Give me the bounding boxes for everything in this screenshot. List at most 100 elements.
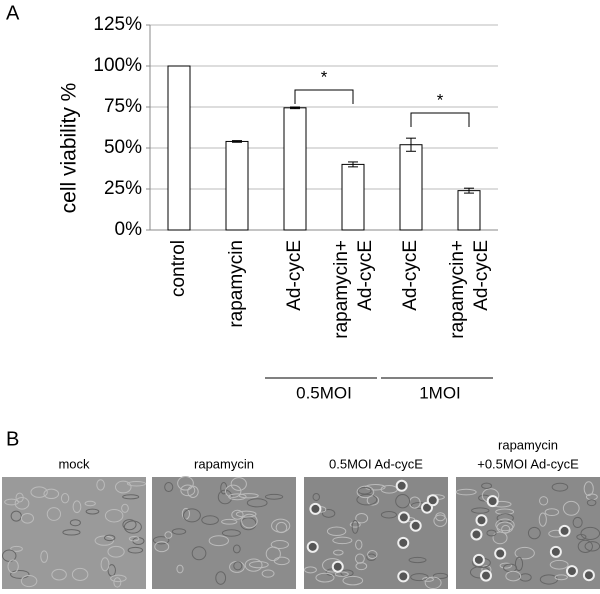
cell	[71, 567, 89, 581]
cell	[110, 574, 127, 583]
round-cell	[395, 479, 408, 492]
y-tick-label: 125%	[93, 14, 142, 35]
cell	[176, 564, 184, 574]
cell	[572, 516, 583, 529]
significance-star: *	[437, 90, 444, 109]
round-cell	[565, 565, 578, 578]
cell	[72, 500, 82, 514]
x-tick-label: Ad-cycE	[400, 240, 421, 311]
bar	[225, 140, 249, 231]
cell	[232, 544, 241, 554]
image-caption: 0.5MOI Ad-cycE	[329, 456, 423, 471]
cell	[433, 514, 448, 527]
image-caption: +0.5MOI Ad-cycE	[477, 456, 579, 471]
cell	[100, 557, 110, 572]
cell	[30, 486, 48, 498]
error-bar	[232, 140, 242, 143]
round-cell	[479, 569, 492, 582]
cell	[342, 575, 364, 586]
error-bar	[406, 137, 416, 152]
cell	[10, 569, 30, 579]
micrograph	[2, 477, 146, 589]
cell	[264, 493, 284, 500]
x-tick-label: control	[168, 240, 189, 297]
cell	[554, 574, 568, 581]
cell	[20, 575, 38, 588]
cell	[410, 573, 429, 582]
panel-label: B	[6, 428, 19, 450]
cell	[221, 529, 241, 537]
round-cell	[558, 524, 571, 537]
cell	[408, 556, 427, 564]
cell	[233, 561, 243, 571]
y-tick-label: 25%	[104, 178, 142, 199]
cell	[230, 477, 247, 491]
cell	[62, 529, 81, 536]
cell	[107, 545, 125, 558]
cell	[355, 539, 363, 550]
cell	[114, 480, 132, 494]
cell	[85, 508, 100, 515]
cell	[84, 500, 96, 507]
cell	[455, 488, 477, 496]
cell	[191, 546, 207, 561]
round-cell	[309, 502, 322, 515]
error-bar	[464, 187, 474, 194]
bar	[399, 144, 423, 231]
round-cell	[582, 569, 595, 582]
cell	[357, 486, 372, 495]
cell	[104, 508, 124, 523]
image-caption: mock	[58, 456, 90, 471]
cell	[181, 507, 191, 520]
cell	[171, 528, 187, 535]
cell	[164, 531, 173, 539]
cell	[60, 493, 70, 504]
cell	[154, 541, 170, 553]
cell	[177, 475, 194, 491]
round-cell	[494, 547, 507, 560]
cell	[326, 526, 347, 537]
cell	[334, 571, 349, 577]
cell	[514, 556, 524, 572]
cell	[241, 513, 258, 529]
cell	[321, 509, 336, 518]
significance-star: *	[321, 67, 328, 86]
round-cell	[470, 528, 483, 541]
bar	[341, 163, 365, 231]
cell	[126, 481, 147, 487]
error-bar	[348, 161, 358, 168]
cell	[562, 500, 580, 516]
cell	[471, 507, 490, 514]
bar	[457, 190, 481, 231]
micrograph	[304, 477, 448, 589]
cell	[122, 519, 137, 531]
cell	[10, 545, 23, 552]
cell	[225, 484, 242, 498]
cell	[519, 573, 532, 582]
round-cell	[472, 553, 485, 566]
cell	[496, 521, 514, 534]
round-cell	[306, 540, 319, 553]
x-tick-label-line: rapamycin+	[447, 240, 468, 339]
round-cell	[486, 495, 499, 508]
round-cell	[331, 560, 344, 573]
cell	[94, 535, 115, 546]
round-cell	[397, 570, 410, 583]
x-tick-label-line: control	[168, 240, 189, 297]
group-label: 1MOI	[419, 383, 461, 402]
cell	[152, 536, 170, 545]
cell	[235, 510, 257, 518]
cell	[164, 482, 174, 493]
cell	[122, 494, 140, 500]
cell	[499, 562, 513, 569]
significance-bracket	[294, 89, 354, 104]
cell	[333, 549, 344, 556]
cell	[356, 494, 378, 506]
cell	[123, 520, 142, 534]
cell	[107, 564, 116, 577]
cell	[10, 510, 22, 522]
cell	[40, 550, 49, 563]
cell	[514, 546, 535, 560]
cell	[354, 553, 365, 564]
error-bar	[290, 106, 300, 110]
